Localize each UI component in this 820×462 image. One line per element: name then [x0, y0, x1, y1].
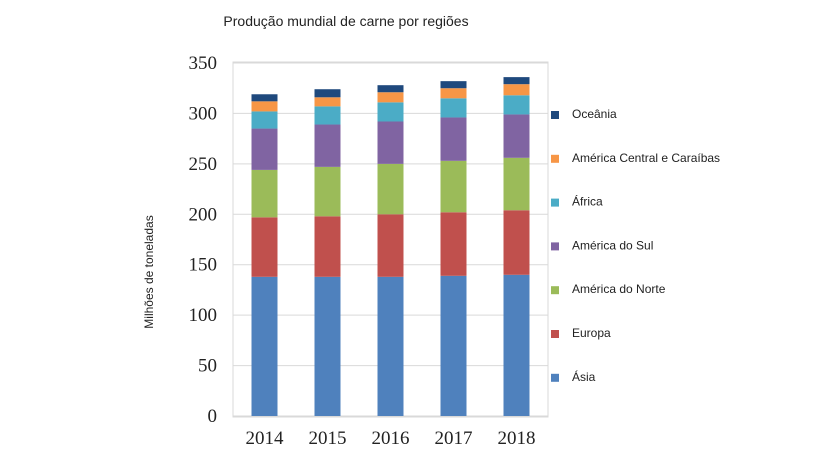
- bar-segment: [503, 210, 530, 275]
- bar-segment: [314, 124, 341, 167]
- x-tick-label: 2017: [435, 428, 473, 449]
- bar-segment: [251, 276, 278, 416]
- bar-segment: [440, 88, 467, 99]
- bar-segment: [314, 276, 341, 416]
- legend-swatch: [551, 286, 559, 295]
- y-tick-label: 350: [189, 53, 218, 74]
- legend: Oceânia América Central e Caraíbas África A…: [551, 107, 720, 384]
- bar-segment: [503, 84, 530, 96]
- y-tick-label: 50: [198, 356, 217, 377]
- gridlines: [233, 62, 548, 417]
- y-tick-label: 250: [189, 154, 218, 175]
- bar-segment: [377, 214, 404, 277]
- bar-segment: [440, 117, 467, 161]
- legend-swatch: [551, 111, 559, 119]
- bar-segment: [377, 102, 404, 122]
- bar-segment: [251, 101, 278, 112]
- x-tick-label: 2018: [498, 428, 536, 449]
- legend-label: Oceânia: [572, 107, 617, 121]
- bar-segment: [251, 94, 278, 102]
- bar-segment: [377, 92, 404, 103]
- legend-label: África: [572, 194, 603, 209]
- y-tick-label: 150: [189, 255, 218, 276]
- bars: [251, 77, 530, 416]
- bar-segment: [440, 160, 467, 213]
- bar-segment: [503, 77, 530, 85]
- y-tick-label: 100: [189, 305, 218, 326]
- y-tick-label: 300: [189, 103, 218, 124]
- bar-segment: [314, 166, 341, 217]
- x-tick-label: 2015: [309, 428, 347, 449]
- x-tick-label: 2014: [246, 428, 285, 449]
- bar-segment: [377, 85, 404, 93]
- legend-label: América do Sul: [572, 238, 653, 252]
- legend-label: Ásia: [572, 369, 596, 384]
- bar-segment: [377, 121, 404, 164]
- bar-segment: [503, 157, 530, 211]
- bar-segment: [440, 81, 467, 89]
- x-tick-label: 2016: [372, 428, 410, 449]
- y-axis-ticks: 0 50 100 150 200 250 300 350: [189, 53, 218, 427]
- y-tick-label: 200: [189, 204, 218, 225]
- bar-segment: [251, 169, 278, 218]
- x-axis-ticks: 2014 2015 2016 2017 2018: [246, 428, 536, 449]
- bar-segment: [314, 89, 341, 98]
- bar-segment: [251, 111, 278, 129]
- bar-segment: [503, 114, 530, 158]
- bar-segment: [503, 274, 530, 416]
- bar-segment: [314, 97, 341, 107]
- bar-segment: [377, 163, 404, 215]
- legend-label: América do Norte: [572, 282, 666, 296]
- legend-label: América Central e Caraíbas: [572, 151, 720, 165]
- legend-swatch: [551, 198, 559, 207]
- bar-segment: [440, 98, 467, 118]
- bar-segment: [314, 216, 341, 277]
- bar-segment: [503, 95, 530, 115]
- y-tick-label: 0: [208, 406, 218, 427]
- bar-segment: [440, 275, 467, 416]
- legend-swatch: [551, 154, 559, 163]
- bar-segment: [251, 217, 278, 277]
- legend-swatch: [551, 242, 559, 251]
- bar-segment: [440, 212, 467, 276]
- bar-segment: [377, 276, 404, 416]
- y-axis-label: Milhões de toneladas: [142, 215, 156, 328]
- legend-swatch: [551, 373, 559, 382]
- legend-label: Europa: [572, 326, 611, 340]
- chart-title: Produção mundial de carne por regiões: [223, 13, 468, 29]
- plot-area: [232, 61, 549, 418]
- bar-segment: [314, 106, 341, 125]
- bar-segment: [251, 128, 278, 170]
- legend-swatch: [551, 330, 559, 338]
